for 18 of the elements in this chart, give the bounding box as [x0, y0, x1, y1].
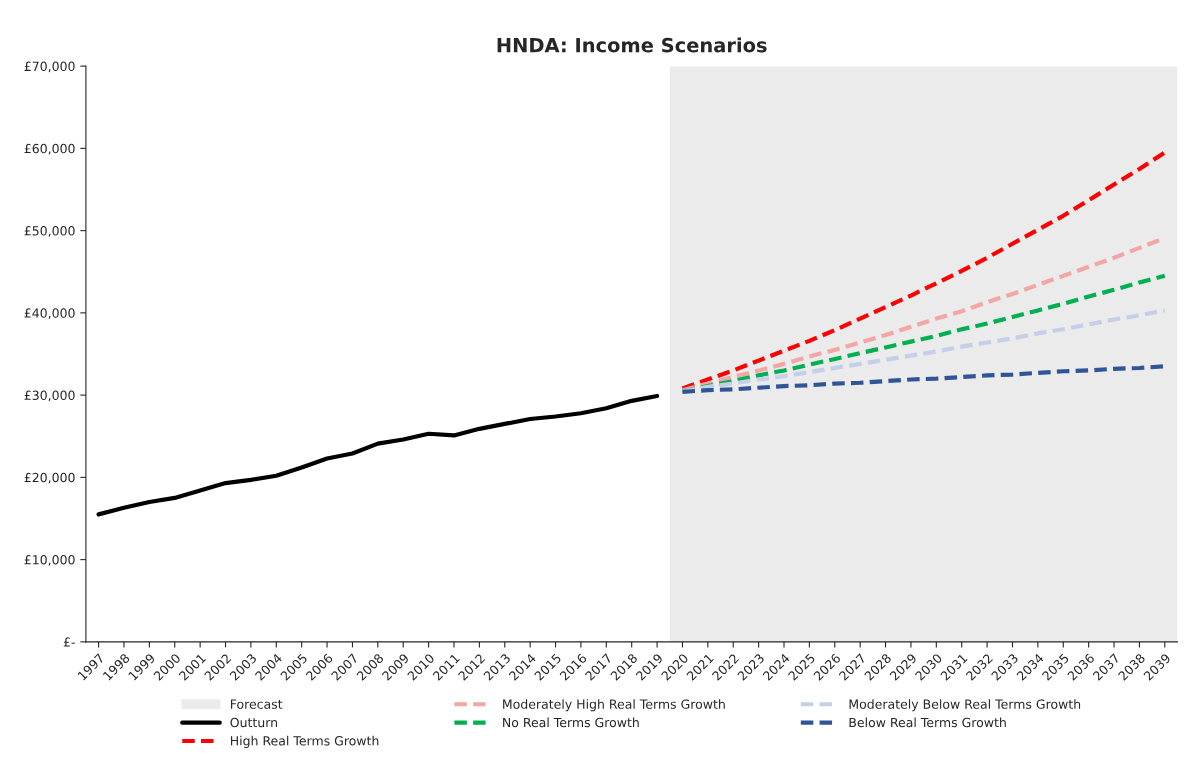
legend-label: High Real Terms Growth	[230, 735, 379, 748]
y-tick-label: £60,000	[24, 143, 75, 155]
y-tick-label: £20,000	[24, 472, 75, 484]
y-tick-label: £10,000	[24, 555, 75, 566]
line-series	[96, 393, 660, 517]
legend-label: Below Real Terms Growth	[849, 717, 1006, 728]
legend-label: Moderately Below Real Terms Growth	[849, 699, 1081, 712]
legend-label: No Real Terms Growth	[503, 717, 639, 728]
line-series	[680, 150, 1167, 391]
y-tick-label: £30,000	[24, 390, 75, 402]
legend-label: Moderately High Real Terms Growth	[503, 699, 725, 712]
y-tick-label: £-	[63, 637, 75, 647]
legend-label: Outturn	[230, 717, 278, 728]
y-tick-label: £40,000	[24, 308, 75, 320]
y-tick-label: £70,000	[24, 61, 75, 73]
legend-label: Forecast	[230, 699, 283, 709]
chart-title: HNDA: Income Scenarios	[497, 37, 767, 53]
y-tick-label: £50,000	[24, 226, 75, 237]
